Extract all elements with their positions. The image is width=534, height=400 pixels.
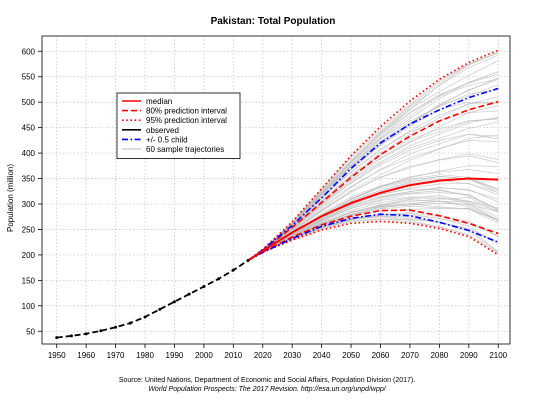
observed-point	[99, 329, 103, 333]
half-child-upper-line	[247, 87, 499, 262]
legend-label: 80% prediction interval	[146, 107, 227, 116]
legend-label: 95% prediction interval	[146, 116, 227, 125]
observed-line	[56, 259, 249, 339]
observed-point	[158, 307, 162, 311]
observed-point	[217, 277, 221, 281]
x-tick-label: 2010	[224, 351, 242, 360]
sample-trajectory-line	[247, 195, 499, 261]
x-tick-label: 2050	[342, 351, 360, 360]
legend-box	[116, 92, 241, 159]
y-tick-label: 450	[22, 124, 36, 133]
sample-trajectory-line	[247, 140, 499, 261]
legend-label: 60 sample trajectories	[146, 145, 224, 154]
x-tick-label: 1980	[136, 351, 154, 360]
x-tick-label: 2040	[313, 351, 331, 360]
y-tick-label: 300	[22, 200, 36, 209]
observed-point	[114, 325, 118, 329]
observed-point	[202, 284, 206, 288]
sample-trajectories	[247, 51, 499, 261]
sample-trajectory-line	[247, 182, 499, 261]
y-tick-label: 250	[22, 225, 36, 234]
x-tick-label: 2000	[195, 351, 213, 360]
legend-label: observed	[146, 126, 179, 135]
observed-point	[84, 332, 88, 336]
x-tick-label: 1970	[107, 351, 125, 360]
pi80-lower-line	[247, 209, 499, 262]
sample-trajectory-line	[247, 77, 499, 261]
pi95-lower-line	[247, 220, 499, 262]
observed-point	[55, 336, 59, 340]
plot-frame	[41, 35, 511, 345]
x-tick-label: 1950	[48, 351, 66, 360]
source-line-1: Source: United Nations, Department of Ec…	[118, 377, 416, 384]
observed-point	[69, 334, 73, 338]
series-layer	[55, 49, 499, 340]
pi80-upper-line	[247, 100, 499, 262]
observed-point	[187, 292, 191, 296]
x-tick-label: 2080	[430, 351, 448, 360]
y-tick-label: 550	[22, 73, 36, 82]
y-tick-label: 600	[22, 47, 36, 56]
observed-point	[231, 268, 235, 272]
x-tick-label: 1990	[166, 351, 184, 360]
observed-point	[172, 300, 176, 304]
observed-point	[246, 259, 250, 263]
source-line-2: World Population Prospects: The 2017 Rev…	[148, 386, 386, 393]
y-tick-label: 50	[26, 327, 35, 336]
y-tick-label: 350	[22, 175, 36, 184]
legend-label: +/- 0.5 child	[146, 135, 188, 144]
y-tick-label: 100	[22, 302, 36, 311]
y-axis-label: Population (million)	[6, 164, 15, 232]
y-tick-label: 400	[22, 149, 36, 158]
x-tick-label: 2100	[489, 351, 507, 360]
x-tick-label: 1960	[77, 351, 95, 360]
grid-layer	[42, 36, 510, 344]
axis-layer: 1950 1960 1970 1980 1990 2000 2010 2020 2030 2040…	[22, 35, 511, 360]
x-tick-label: 2070	[401, 351, 419, 360]
half-child-lower-line	[247, 213, 499, 262]
median-line	[247, 177, 499, 262]
sample-trajectory-line	[247, 179, 499, 261]
observed-point	[128, 321, 132, 325]
x-tick-label: 2060	[372, 351, 390, 360]
observed-point	[143, 315, 147, 319]
sample-trajectory-line	[247, 190, 499, 261]
x-tick-label: 2020	[254, 351, 272, 360]
chart-title: Pakistan: Total Population	[211, 16, 336, 27]
x-tick-label: 2090	[460, 351, 478, 360]
y-tick-label: 500	[22, 98, 36, 107]
y-tick-label: 150	[22, 276, 36, 285]
y-tick-label: 200	[22, 251, 36, 260]
legend-label: median	[146, 97, 172, 106]
pi95-upper-line	[247, 49, 499, 262]
x-tick-label: 2030	[283, 351, 301, 360]
